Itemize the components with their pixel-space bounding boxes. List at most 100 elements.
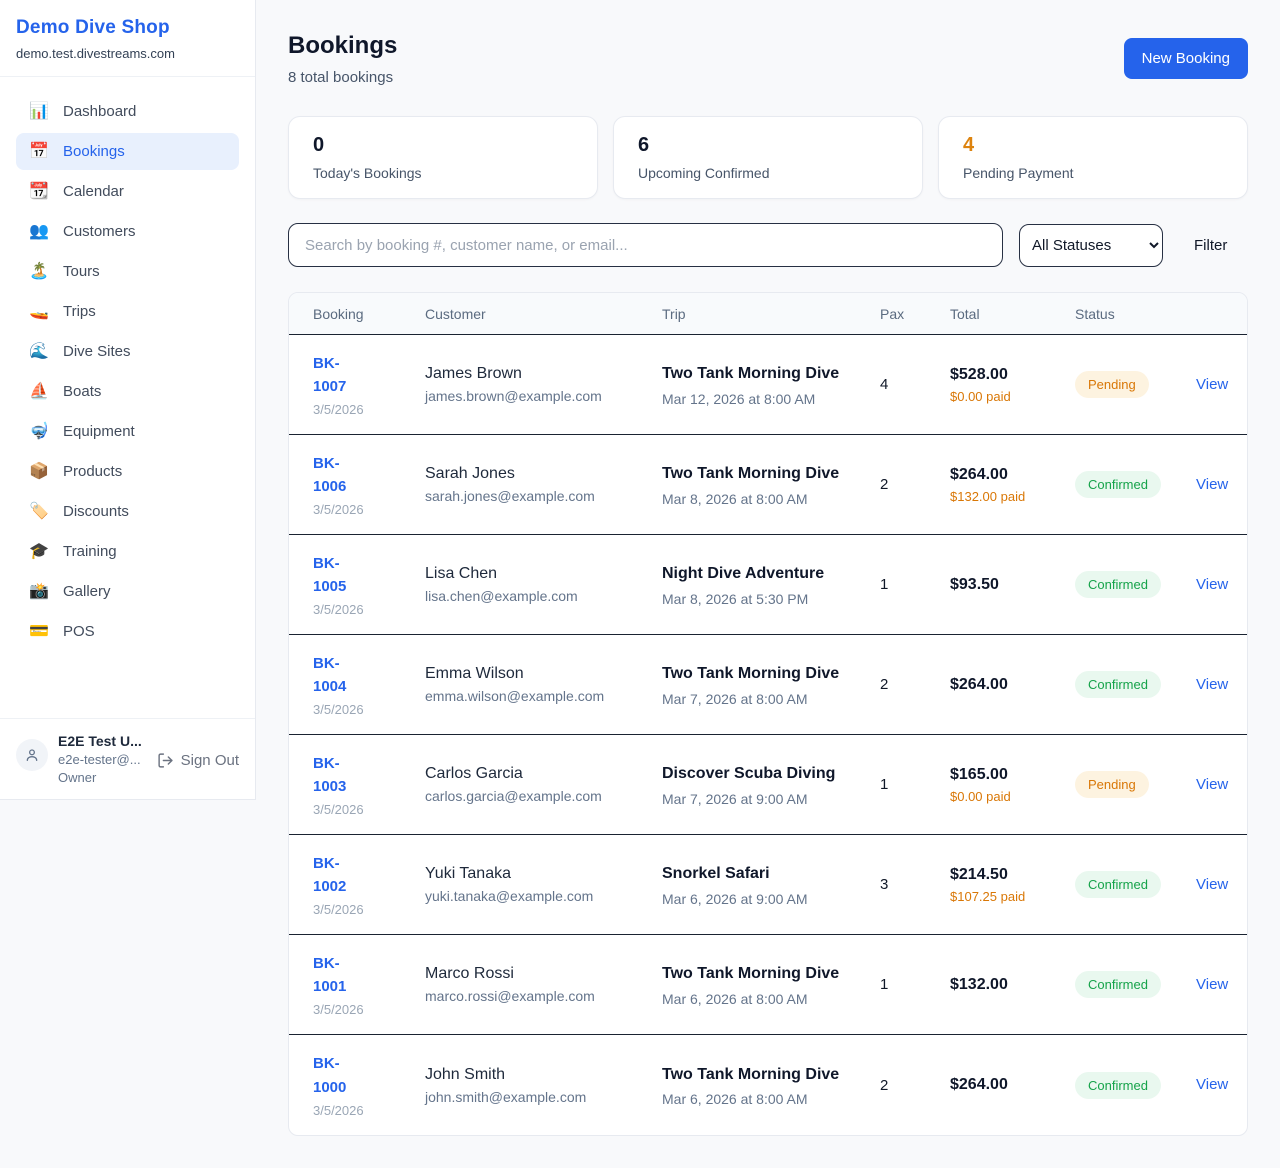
nav-item-label: Boats	[63, 383, 102, 400]
view-link[interactable]: View	[1196, 675, 1229, 693]
booking-id-link[interactable]: BK-1007	[313, 354, 347, 395]
view-link[interactable]: View	[1196, 775, 1229, 793]
pos-icon: 💳	[29, 622, 49, 640]
customer-email: carlos.garcia@example.com	[425, 788, 602, 804]
booking-id-link[interactable]: BK-1005	[313, 554, 347, 595]
products-icon: 📦	[29, 462, 49, 480]
trip-name: Snorkel Safari	[662, 865, 770, 883]
page-subtitle: 8 total bookings	[288, 69, 394, 86]
sidebar-item-products[interactable]: 📦 Products	[16, 453, 239, 490]
booking-id-link[interactable]: BK-1001	[313, 954, 347, 995]
status-badge: Confirmed	[1075, 871, 1161, 898]
table-row: BK-1007 3/5/2026 James Brown james.brown…	[289, 335, 1247, 435]
total-amount: $165.00	[950, 765, 1008, 783]
dashboard-icon: 📊	[29, 102, 49, 120]
booking-id-link[interactable]: BK-1000	[313, 1055, 347, 1096]
sidebar-item-pos[interactable]: 💳 POS	[16, 613, 239, 650]
sidebar-nav: 📊 Dashboard 📅 Bookings 📆 Calendar 👥 Cust…	[0, 77, 255, 718]
sidebar-item-discounts[interactable]: 🏷️ Discounts	[16, 493, 239, 530]
trip-name: Two Tank Morning Dive	[662, 365, 840, 383]
sign-out-icon	[158, 753, 173, 768]
customer-name: Yuki Tanaka	[425, 865, 511, 882]
total-amount: $264.00	[950, 675, 1008, 693]
sidebar-item-tours[interactable]: 🏝️ Tours	[16, 253, 239, 290]
main-content: Bookings 8 total bookings New Booking 0 …	[256, 0, 1280, 1168]
view-link[interactable]: View	[1196, 375, 1229, 393]
view-link[interactable]: View	[1196, 475, 1229, 493]
filter-button[interactable]: Filter	[1194, 236, 1228, 254]
booking-date: 3/5/2026	[313, 1102, 364, 1118]
trip-name: Night Dive Adventure	[662, 565, 825, 583]
table-row: BK-1005 3/5/2026 Lisa Chen lisa.chen@exa…	[289, 535, 1247, 635]
sidebar-item-training[interactable]: 🎓 Training	[16, 533, 239, 570]
discounts-icon: 🏷️	[29, 502, 49, 520]
customer-email: sarah.jones@example.com	[425, 488, 595, 504]
paid-amount: $107.25 paid	[950, 888, 1026, 904]
pax-count: 2	[880, 476, 889, 493]
trip-datetime: Mar 12, 2026 at 8:00 AM	[662, 390, 816, 407]
sidebar-item-equipment[interactable]: 🤿 Equipment	[16, 413, 239, 450]
trip-datetime: Mar 7, 2026 at 9:00 AM	[662, 790, 808, 807]
customer-name: Emma Wilson	[425, 665, 524, 682]
total-amount: $264.00	[950, 465, 1008, 483]
booking-date: 3/5/2026	[313, 802, 364, 818]
pax-count: 2	[880, 1076, 889, 1094]
nav-item-label: Bookings	[63, 143, 125, 160]
table-row: BK-1001 3/5/2026 Marco Rossi marco.rossi…	[289, 935, 1247, 1035]
booking-date: 3/5/2026	[313, 502, 364, 518]
booking-date: 3/5/2026	[313, 1002, 364, 1018]
sidebar-item-dive-sites[interactable]: 🌊 Dive Sites	[16, 333, 239, 370]
customer-email: lisa.chen@example.com	[425, 588, 578, 604]
search-input[interactable]	[288, 223, 1003, 267]
status-badge: Confirmed	[1075, 971, 1161, 998]
table-row: BK-1000 3/5/2026 John Smith john.smith@e…	[289, 1035, 1247, 1135]
customer-email: emma.wilson@example.com	[425, 688, 605, 704]
trip-name: Two Tank Morning Dive	[662, 465, 840, 483]
sidebar-item-customers[interactable]: 👥 Customers	[16, 213, 239, 250]
booking-date: 3/5/2026	[313, 902, 364, 918]
pax-count: 3	[880, 876, 889, 893]
booking-id-link[interactable]: BK-1003	[313, 754, 347, 795]
booking-id-link[interactable]: BK-1006	[313, 454, 347, 495]
sidebar-item-boats[interactable]: ⛵ Boats	[16, 373, 239, 410]
trip-name: Two Tank Morning Dive	[662, 665, 840, 683]
stat-label: Pending Payment	[963, 165, 1074, 181]
table-row: BK-1003 3/5/2026 Carlos Garcia carlos.ga…	[289, 735, 1247, 835]
status-badge: Confirmed	[1075, 571, 1161, 598]
booking-id-link[interactable]: BK-1002	[313, 854, 347, 895]
user-name: E2E Test U...	[58, 733, 142, 749]
customer-email: john.smith@example.com	[425, 1088, 587, 1105]
total-amount: $528.00	[950, 365, 1008, 383]
customer-name: James Brown	[425, 365, 522, 382]
sidebar-item-bookings[interactable]: 📅 Bookings	[16, 133, 239, 170]
sidebar-item-trips[interactable]: 🚤 Trips	[16, 293, 239, 330]
customer-email: marco.rossi@example.com	[425, 988, 595, 1004]
stat-card-todays-bookings: 0 Today's Bookings	[288, 116, 598, 199]
page-header: Bookings 8 total bookings New Booking	[288, 32, 1248, 86]
nav-item-label: Dashboard	[63, 103, 137, 120]
status-badge: Confirmed	[1075, 671, 1161, 698]
column-header-total: Total	[950, 305, 980, 322]
table-row: BK-1004 3/5/2026 Emma Wilson emma.wilson…	[289, 635, 1247, 735]
pax-count: 1	[880, 776, 889, 793]
status-filter-select[interactable]: All Statuses	[1019, 223, 1163, 267]
view-link[interactable]: View	[1196, 575, 1229, 593]
sidebar-item-calendar[interactable]: 📆 Calendar	[16, 173, 239, 210]
sidebar-item-gallery[interactable]: 📸 Gallery	[16, 573, 239, 610]
booking-id-link[interactable]: BK-1004	[313, 654, 347, 695]
column-header-booking: Booking	[313, 305, 364, 322]
stat-card-upcoming-confirmed: 6 Upcoming Confirmed	[613, 116, 923, 199]
customer-email: james.brown@example.com	[425, 388, 602, 404]
pax-count: 2	[880, 676, 889, 693]
sign-out-button[interactable]: Sign Out	[157, 752, 239, 769]
sidebar-item-dashboard[interactable]: 📊 Dashboard	[16, 93, 239, 130]
nav-item-label: Customers	[63, 223, 136, 240]
total-amount: $132.00	[950, 975, 1008, 993]
view-link[interactable]: View	[1196, 1076, 1229, 1093]
total-amount: $264.00	[950, 1076, 1008, 1093]
training-icon: 🎓	[29, 542, 49, 560]
new-booking-button[interactable]: New Booking	[1123, 38, 1248, 79]
customers-icon: 👥	[29, 222, 49, 240]
view-link[interactable]: View	[1196, 975, 1229, 993]
view-link[interactable]: View	[1196, 875, 1229, 893]
